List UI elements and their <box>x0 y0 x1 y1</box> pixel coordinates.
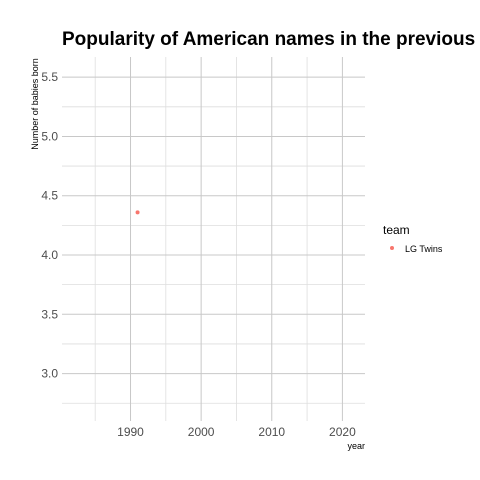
legend-key-lg-twins <box>390 246 394 250</box>
legend-label-lg-twins: LG Twins <box>405 244 443 254</box>
x-axis-label: year <box>347 441 365 451</box>
y-tick-label: 4.5 <box>41 189 58 203</box>
grid <box>62 57 365 421</box>
y-tick-label: 5.0 <box>41 129 58 143</box>
y-axis-label: Number of babies born <box>30 58 40 150</box>
data-points <box>135 210 140 215</box>
y-tick-label: 3.5 <box>41 307 58 321</box>
data-point <box>135 210 140 215</box>
tick-labels: 1990 2000 2010 2020 3.0 3.5 4.0 4.5 5.0 5.5 <box>41 70 356 439</box>
x-tick-label: 1990 <box>117 425 144 439</box>
legend-title: team <box>383 223 410 237</box>
y-tick-label: 5.5 <box>41 70 58 84</box>
x-tick-label: 2000 <box>188 425 215 439</box>
x-tick-label: 2020 <box>329 425 356 439</box>
x-tick-label: 2010 <box>258 425 285 439</box>
chart-title: Popularity of American names in the prev… <box>62 29 480 50</box>
legend: team LG Twins <box>383 223 443 254</box>
y-tick-label: 3.0 <box>41 367 58 381</box>
y-tick-label: 4.0 <box>41 248 58 262</box>
